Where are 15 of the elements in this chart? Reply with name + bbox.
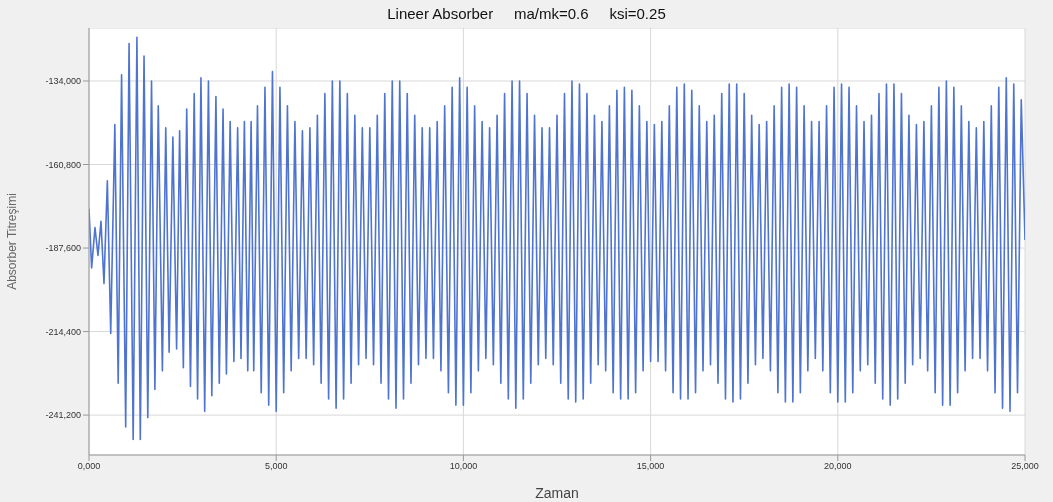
- y-tick-label: -187,600: [45, 243, 81, 254]
- x-tick-label: 15,000: [636, 461, 665, 472]
- x-tick-label: 10,000: [449, 461, 478, 472]
- line-series: [89, 36, 1025, 441]
- y-tick-label: -214,400: [45, 326, 81, 337]
- y-tick-label: -241,200: [45, 410, 81, 421]
- y-tick-label: -134,000: [45, 76, 81, 87]
- y-tick-label: -160,800: [45, 159, 81, 170]
- chart-title: Lineer Absorber ma/mk=0.6 ksi=0.25: [386, 4, 667, 24]
- x-tick-label: 20,000: [824, 461, 852, 472]
- x-tick-label: 5,000: [264, 461, 288, 472]
- x-axis-title: Zaman: [535, 485, 579, 501]
- x-tick-label: 25,000: [1011, 461, 1039, 472]
- x-tick-label: 0,000: [77, 461, 101, 472]
- y-axis-title: Absorber Titreşimi: [5, 193, 20, 290]
